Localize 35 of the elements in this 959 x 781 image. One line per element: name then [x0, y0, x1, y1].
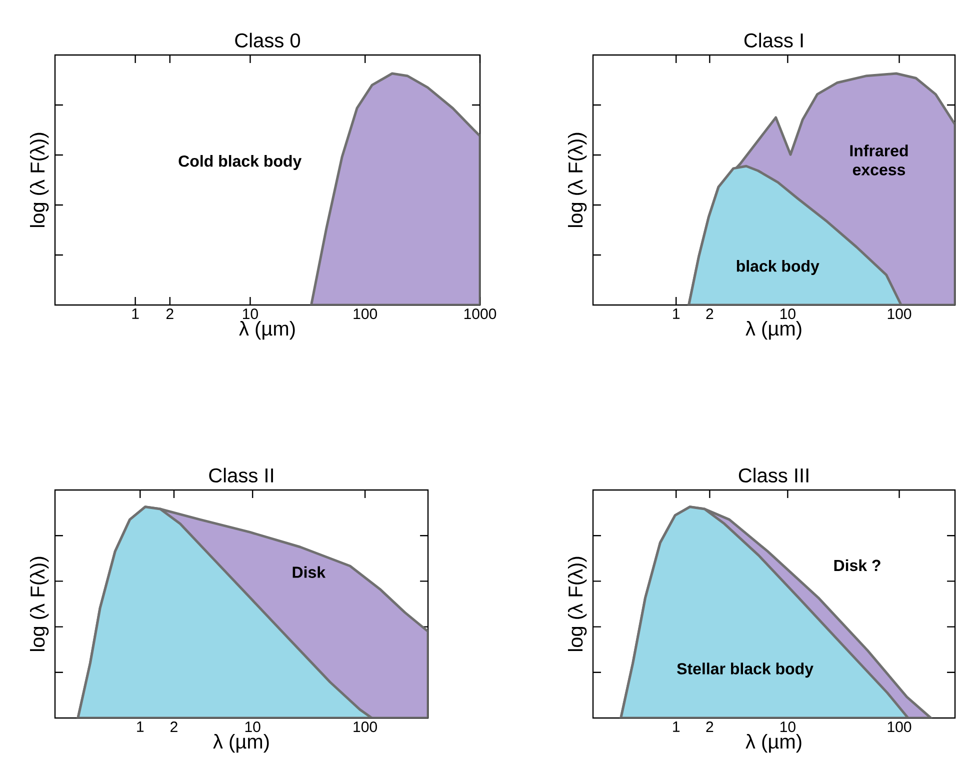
x-tick-label: 1: [137, 722, 144, 732]
x-tick-label: 100: [354, 722, 377, 732]
series-label: Stellar black body: [677, 662, 814, 678]
x-tick-label: 10: [780, 308, 796, 320]
series-label: Disk ?: [834, 559, 880, 572]
x-tick-label: 10: [245, 722, 260, 732]
x-tick-label: 10: [243, 308, 258, 320]
chart-title: Class III: [738, 468, 808, 483]
x-axis-title: λ (µm): [746, 320, 802, 340]
x-axis-title: λ (µm): [746, 734, 802, 753]
y-axis-title: log (λ F(λ)): [30, 556, 49, 651]
y-axis-title: log (λ F(λ)): [568, 132, 587, 227]
x-tick-label: 2: [706, 308, 714, 319]
y-axis-title: log (λ F(λ)): [30, 132, 49, 227]
x-tick-label: 2: [706, 722, 714, 732]
series-label: black body: [736, 260, 820, 275]
series-label: Disk: [292, 566, 326, 578]
series-label: Infrared excess: [850, 144, 908, 176]
x-tick-label: 1: [132, 308, 139, 319]
x-axis-title: λ (µm): [239, 320, 295, 340]
x-axis-title: λ (µm): [213, 734, 269, 753]
x-tick-label: 1: [673, 308, 680, 319]
x-tick-label: 10: [780, 722, 796, 732]
x-tick-label: 100: [888, 722, 912, 732]
x-tick-label: 1: [673, 722, 680, 732]
chart-title: Class II: [209, 468, 273, 483]
chart-title: Class 0: [235, 32, 300, 48]
chart-title: Class I: [744, 32, 803, 48]
x-tick-label: 1000: [464, 308, 496, 320]
y-axis-title: log (λ F(λ)): [568, 556, 587, 651]
x-tick-label: 2: [170, 722, 178, 732]
x-tick-label: 100: [354, 308, 378, 320]
x-tick-label: 100: [888, 308, 912, 320]
x-tick-label: 2: [166, 308, 174, 319]
text: Cold black body: [178, 155, 302, 170]
